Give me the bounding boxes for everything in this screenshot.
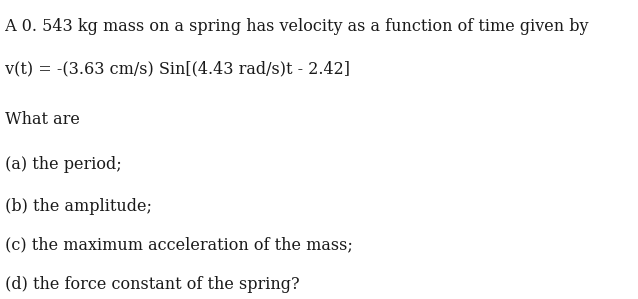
Text: (c) the maximum acceleration of the mass;: (c) the maximum acceleration of the mass…: [0, 237, 353, 254]
Text: (b) the amplitude;: (b) the amplitude;: [0, 198, 152, 215]
Text: (a) the period;: (a) the period;: [0, 156, 122, 173]
Text: (d) the force constant of the spring?: (d) the force constant of the spring?: [0, 276, 300, 292]
Text: A 0. 543 kg mass on a spring has velocity as a function of time given by: A 0. 543 kg mass on a spring has velocit…: [0, 19, 588, 35]
Text: What are: What are: [0, 111, 80, 128]
Text: v(t) = -(3.63 cm/s) Sin[(4.43 rad/s)t - 2.42]: v(t) = -(3.63 cm/s) Sin[(4.43 rad/s)t - …: [0, 60, 350, 77]
